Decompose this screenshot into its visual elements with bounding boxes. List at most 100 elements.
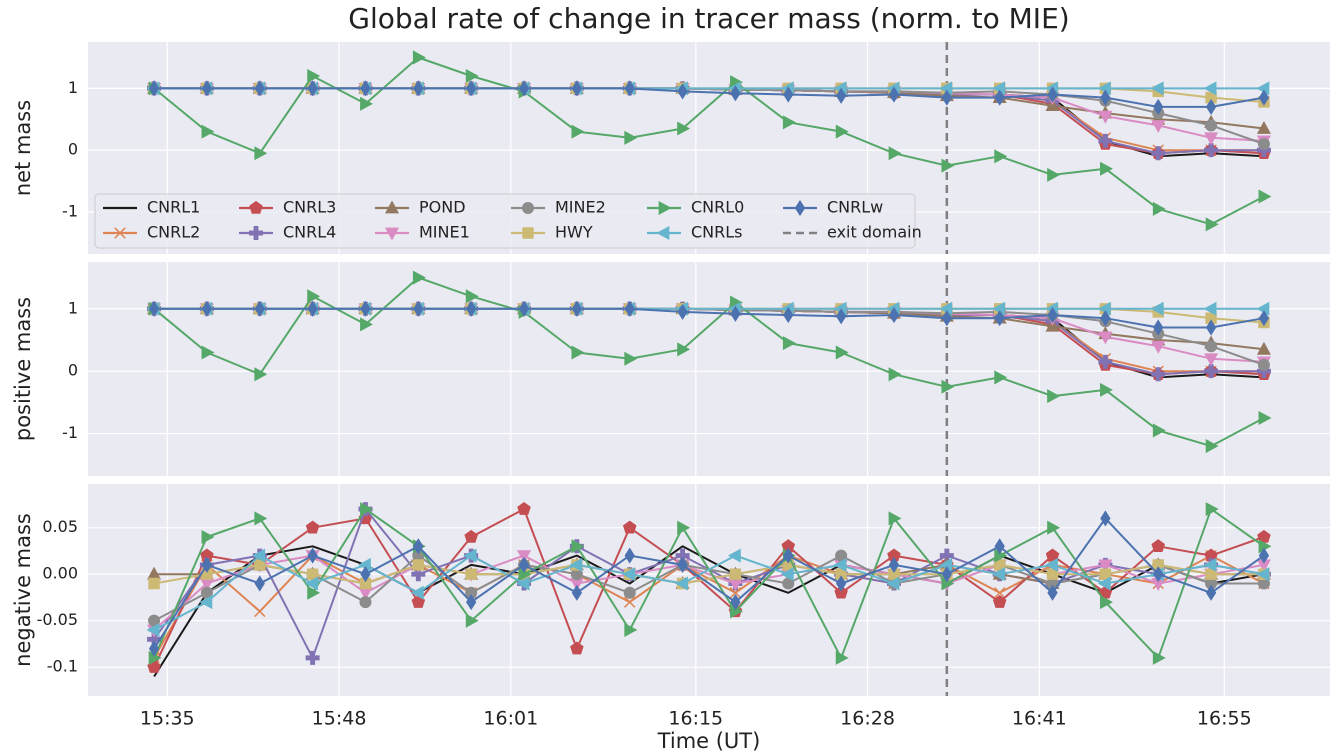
y-axis-label: net mass (11, 100, 35, 196)
marker (517, 501, 531, 515)
marker (201, 80, 213, 97)
marker (835, 308, 847, 325)
marker (1098, 133, 1113, 148)
marker (624, 130, 638, 145)
marker (360, 317, 374, 332)
marker (199, 595, 213, 610)
marker (835, 124, 849, 139)
marker (941, 310, 952, 327)
marker (1150, 81, 1164, 96)
legend-label: CNRL0 (691, 198, 744, 217)
marker (148, 640, 160, 657)
marker (729, 568, 742, 580)
marker (516, 576, 530, 591)
marker (1047, 389, 1061, 404)
marker (1257, 358, 1270, 371)
marker (249, 226, 263, 240)
marker (888, 556, 900, 573)
marker (570, 641, 584, 655)
marker (360, 502, 374, 517)
marker (1151, 146, 1166, 161)
marker (1100, 382, 1113, 397)
series-line (153, 276, 1265, 448)
marker (413, 80, 424, 97)
marker (517, 550, 532, 564)
chart-title: Global rate of change in tracer mass (no… (348, 2, 1069, 35)
marker (1098, 559, 1113, 573)
marker (730, 594, 741, 611)
marker (412, 270, 426, 285)
marker (146, 622, 160, 637)
marker (1203, 81, 1217, 96)
marker (413, 300, 424, 317)
marker (1152, 423, 1166, 438)
marker (254, 511, 268, 526)
marker (1205, 98, 1217, 115)
marker (624, 351, 638, 366)
marker (677, 520, 691, 535)
marker (569, 557, 583, 572)
legend-label: exit domain (827, 223, 922, 242)
marker (254, 605, 266, 618)
marker (360, 566, 371, 583)
marker (1100, 595, 1113, 610)
marker (307, 300, 318, 317)
marker (1204, 132, 1219, 146)
y-axis-label: negative mass (11, 513, 35, 667)
marker (1151, 340, 1166, 354)
legend-label: CNRLw (827, 198, 883, 217)
marker (622, 567, 636, 582)
marker (1047, 167, 1061, 182)
marker (307, 80, 318, 97)
marker (252, 548, 266, 563)
marker (782, 336, 796, 351)
marker (624, 80, 635, 97)
series-line (154, 307, 1265, 329)
legend-label: CNRL4 (283, 223, 336, 242)
marker (305, 520, 320, 534)
marker (201, 124, 215, 139)
marker (1258, 547, 1270, 564)
marker (518, 556, 530, 573)
marker (1205, 119, 1218, 132)
marker (1258, 89, 1270, 106)
marker (624, 300, 635, 317)
legend-label: MINE1 (419, 223, 470, 242)
marker (623, 596, 636, 608)
marker (305, 576, 318, 591)
marker (463, 548, 477, 563)
marker (1047, 520, 1061, 535)
y-tick-label: -0.1 (47, 657, 78, 676)
marker (1047, 306, 1058, 324)
marker (1100, 161, 1113, 176)
legend-label: POND (419, 198, 466, 217)
marker (1100, 510, 1111, 527)
marker (1205, 502, 1219, 517)
marker (466, 80, 477, 97)
x-tick-label: 15:35 (140, 708, 195, 730)
marker (1047, 86, 1058, 103)
marker (360, 300, 371, 317)
marker (1204, 143, 1219, 158)
marker (201, 529, 215, 545)
marker (571, 539, 585, 554)
marker (677, 556, 688, 573)
marker (941, 379, 955, 394)
marker (1205, 340, 1218, 353)
marker (1256, 341, 1271, 355)
marker (992, 594, 1007, 608)
marker (994, 370, 1008, 385)
marker (1256, 567, 1270, 582)
series-line (153, 56, 1265, 226)
marker (360, 80, 371, 97)
marker (466, 300, 477, 317)
marker (201, 345, 215, 360)
y-tick-label: -1 (62, 201, 78, 220)
panel: -1 0 1 net mass Global rate of change in tra… (11, 2, 1330, 254)
marker (1205, 584, 1217, 601)
marker (148, 80, 160, 97)
x-tick-label: 16:15 (668, 708, 723, 730)
marker (1151, 539, 1166, 553)
marker (834, 585, 848, 599)
